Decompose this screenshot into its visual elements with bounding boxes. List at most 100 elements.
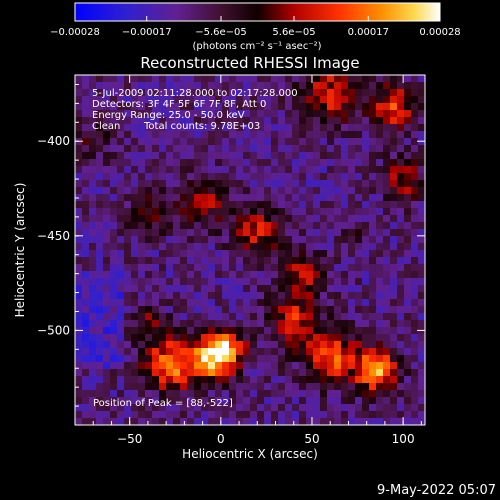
heatmap-cell (166, 103, 174, 111)
heatmap-cell (89, 152, 97, 160)
heatmap-cell (285, 103, 293, 111)
heatmap-cell (341, 327, 349, 335)
heatmap-cell (152, 159, 160, 167)
heatmap-cell (369, 152, 377, 160)
heatmap-cell (124, 285, 132, 293)
heatmap-cell (257, 299, 265, 307)
heatmap-cell (348, 110, 356, 118)
heatmap-cell (131, 285, 139, 293)
heatmap-cell (89, 229, 97, 237)
heatmap-cell (264, 166, 272, 174)
heatmap-cell (390, 110, 398, 118)
heatmap-cell (131, 187, 139, 195)
heatmap-cell (327, 376, 335, 384)
heatmap-cell (313, 250, 321, 258)
heatmap-cell (180, 208, 188, 216)
heatmap-cell (327, 257, 335, 265)
heatmap-cell (243, 201, 251, 209)
heatmap-cell (355, 152, 363, 160)
heatmap-cell (334, 383, 342, 391)
heatmap-cell (96, 208, 104, 216)
heatmap-cell (194, 201, 202, 209)
heatmap-cell (138, 390, 146, 398)
heatmap-cell (334, 341, 342, 349)
heatmap-cell (327, 201, 335, 209)
heatmap-cell (201, 187, 209, 195)
heatmap-cell (299, 89, 307, 97)
heatmap-cell (292, 124, 300, 132)
heatmap-cell (145, 348, 153, 356)
heatmap-cell (313, 278, 321, 286)
heatmap-cell (194, 243, 202, 251)
heatmap-cell (264, 411, 272, 419)
heatmap-cell (124, 229, 132, 237)
heatmap-cell (411, 236, 419, 244)
heatmap-cell (334, 306, 342, 314)
heatmap-cell (89, 299, 97, 307)
heatmap-cell (285, 264, 293, 272)
heatmap-cell (355, 166, 363, 174)
heatmap-cell (124, 82, 132, 90)
heatmap-cell (320, 152, 328, 160)
heatmap-cell (117, 278, 125, 286)
heatmap-cell (362, 236, 370, 244)
heatmap-cell (124, 222, 132, 230)
heatmap-cell (341, 257, 349, 265)
heatmap-cell (208, 187, 216, 195)
heatmap-cell (320, 397, 328, 405)
heatmap-cell (348, 257, 356, 265)
heatmap-cell (96, 341, 104, 349)
heatmap-cell (215, 138, 223, 146)
heatmap-cell (152, 376, 160, 384)
heatmap-cell (110, 376, 118, 384)
heatmap-cell (390, 208, 398, 216)
heatmap-cell (376, 404, 384, 412)
heatmap-cell (264, 390, 272, 398)
heatmap-cell (180, 404, 188, 412)
heatmap-cell (243, 222, 251, 230)
heatmap-cell (313, 145, 321, 153)
heatmap-cell (208, 117, 216, 125)
heatmap-cell (404, 327, 412, 335)
heatmap-cell (180, 124, 188, 132)
heatmap-cell (82, 376, 90, 384)
heatmap-cell (313, 236, 321, 244)
heatmap-cell (369, 404, 377, 412)
heatmap-cell (145, 222, 153, 230)
heatmap-cell (103, 348, 111, 356)
heatmap-cell (236, 383, 244, 391)
heatmap-cell (166, 236, 174, 244)
heatmap-cell (250, 355, 258, 363)
heatmap-cell (411, 229, 419, 237)
heatmap-cell (166, 82, 174, 90)
heatmap-cell (299, 145, 307, 153)
heatmap-cell (355, 89, 363, 97)
heatmap-cell (229, 348, 237, 356)
heatmap-cell (397, 376, 405, 384)
heatmap-cell (271, 306, 279, 314)
heatmap-cell (376, 355, 384, 363)
heatmap-cell (285, 369, 293, 377)
heatmap-cell (145, 187, 153, 195)
heatmap-cell (208, 327, 216, 335)
heatmap-cell (327, 404, 335, 412)
heatmap-cell (334, 397, 342, 405)
heatmap-cell (187, 166, 195, 174)
heatmap-cell (264, 327, 272, 335)
heatmap-cell (96, 376, 104, 384)
heatmap-cell (131, 89, 139, 97)
heatmap-cell (138, 278, 146, 286)
heatmap-cell (187, 271, 195, 279)
heatmap-cell (348, 117, 356, 125)
heatmap-cell (180, 355, 188, 363)
heatmap-cell (404, 131, 412, 139)
heatmap-cell (383, 264, 391, 272)
heatmap-cell (250, 222, 258, 230)
heatmap-cell (418, 292, 425, 300)
heatmap-cell (117, 327, 125, 335)
heatmap-cell (229, 82, 237, 90)
heatmap-cell (89, 404, 97, 412)
heatmap-cell (369, 278, 377, 286)
heatmap-cell (236, 110, 244, 118)
heatmap-cell (96, 278, 104, 286)
